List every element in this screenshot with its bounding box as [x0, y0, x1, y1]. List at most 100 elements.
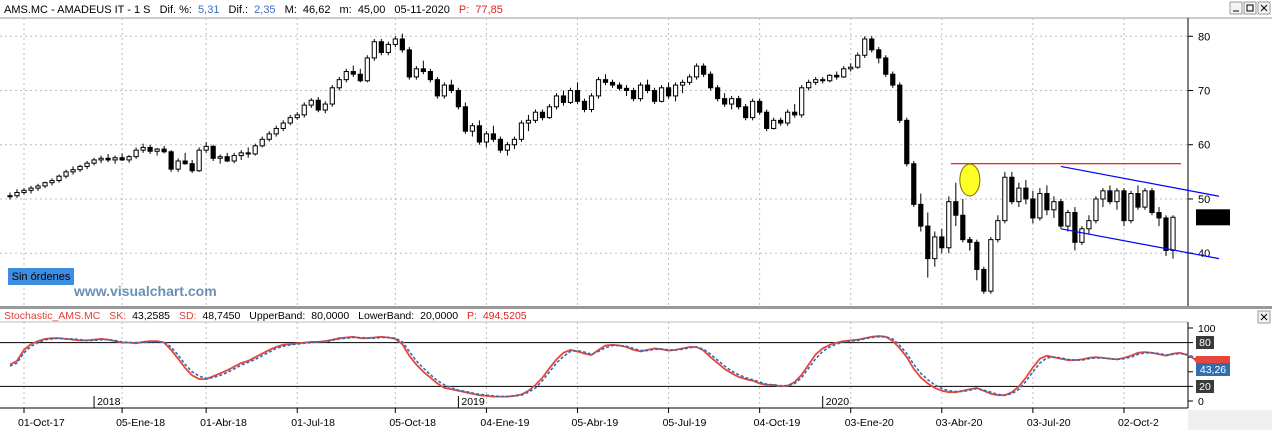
time-tick-label: 04-Oct-19 [754, 417, 801, 429]
indicator-tick-label: 100 [1198, 323, 1216, 335]
band-80-label: 80 [1199, 337, 1211, 349]
candle [1128, 190, 1134, 224]
candle [715, 85, 721, 102]
candle [462, 102, 468, 134]
candle [679, 79, 686, 94]
candle [785, 109, 791, 126]
candle [1023, 179, 1029, 205]
candle [918, 193, 924, 232]
candle [189, 159, 195, 173]
candle [392, 36, 398, 48]
candle-body [1079, 228, 1085, 243]
candle [658, 85, 665, 103]
dif-pct-value: 5,31 [198, 4, 219, 16]
candle-body [1065, 212, 1071, 227]
orders-badge[interactable]: Sin órdenes [8, 268, 74, 285]
candle-body [287, 117, 293, 124]
last-price-tag: 46,62 [1196, 209, 1230, 226]
main-minimize-button[interactable] [1229, 1, 1243, 15]
candle-body [715, 87, 721, 100]
candle-body [203, 145, 209, 151]
candle-body [616, 84, 623, 89]
indicator-close-button[interactable] [1257, 310, 1271, 324]
candle-body [876, 49, 882, 59]
candle [91, 157, 97, 166]
candle [441, 82, 447, 99]
candle [476, 120, 483, 145]
candle-body [259, 138, 265, 147]
candle [665, 82, 672, 99]
candle-body [995, 220, 1001, 241]
candle-body [588, 95, 595, 110]
candle-body [630, 90, 637, 100]
scroll-arrow-button[interactable] [1188, 410, 1272, 430]
candle-body [862, 38, 868, 56]
candle-body [981, 268, 987, 292]
price-tick-label: 70 [1198, 86, 1210, 98]
candle-body [890, 73, 896, 86]
band-20-label: 20 [1199, 381, 1211, 393]
candle-body [126, 156, 132, 161]
candle [581, 98, 588, 113]
candle [518, 120, 525, 143]
pane-splitter[interactable] [0, 306, 1272, 309]
candle [1100, 188, 1106, 208]
price-grid [0, 35, 1188, 254]
candle [399, 33, 405, 53]
time-axis: 01-Oct-17 05-Ene-18 01-Abr-18 01-Jul-18 05-O… [18, 396, 1159, 429]
candle [897, 82, 903, 124]
candle-body [392, 38, 398, 45]
candle [602, 74, 609, 86]
candle [1086, 215, 1092, 235]
candle [778, 117, 784, 126]
candle [841, 66, 847, 79]
candle-body [736, 98, 742, 108]
upperband-label: UpperBand: [249, 310, 305, 322]
candle-body [750, 100, 756, 119]
candle [1030, 190, 1036, 224]
candle-body [1086, 220, 1092, 230]
main-header-bar [0, 0, 1272, 18]
candle [743, 104, 749, 121]
candle [644, 79, 651, 94]
candle [960, 198, 966, 243]
candle [525, 114, 532, 132]
candle-body [476, 125, 483, 143]
time-grid [23, 18, 1125, 408]
candle-body [245, 152, 251, 155]
candle-body [834, 74, 840, 78]
main-close-button[interactable] [1257, 1, 1271, 15]
candle-body [322, 103, 328, 111]
candle [266, 131, 272, 142]
channel-lower-line [1060, 228, 1220, 260]
price-axis: 80 70 60 50 40 [1188, 31, 1210, 260]
candle [827, 74, 833, 83]
candle-body [448, 84, 454, 91]
candle-body [301, 104, 307, 116]
sd-line [9, 335, 1209, 398]
candle-body [686, 76, 693, 83]
candle [413, 66, 419, 80]
candle-body [672, 84, 679, 97]
indicator-last-tag: 43,26 [1196, 356, 1230, 376]
candle-body [764, 111, 770, 129]
main-maximize-button[interactable] [1243, 1, 1257, 15]
candle-body [623, 87, 630, 92]
candle [490, 125, 497, 143]
candle-body [988, 239, 994, 292]
candle [231, 152, 237, 164]
candle-body [960, 214, 966, 241]
candle [806, 79, 812, 91]
candle-body [939, 236, 945, 249]
candle [133, 147, 139, 159]
candle-body [441, 84, 447, 97]
p-label: P: [459, 4, 469, 16]
candle [182, 152, 188, 165]
candle-body [820, 79, 826, 82]
candle [1156, 207, 1162, 227]
candle-body [511, 138, 518, 146]
candle-body [539, 111, 546, 119]
candle [764, 109, 770, 132]
candle-body [84, 162, 90, 167]
candle [686, 74, 693, 86]
